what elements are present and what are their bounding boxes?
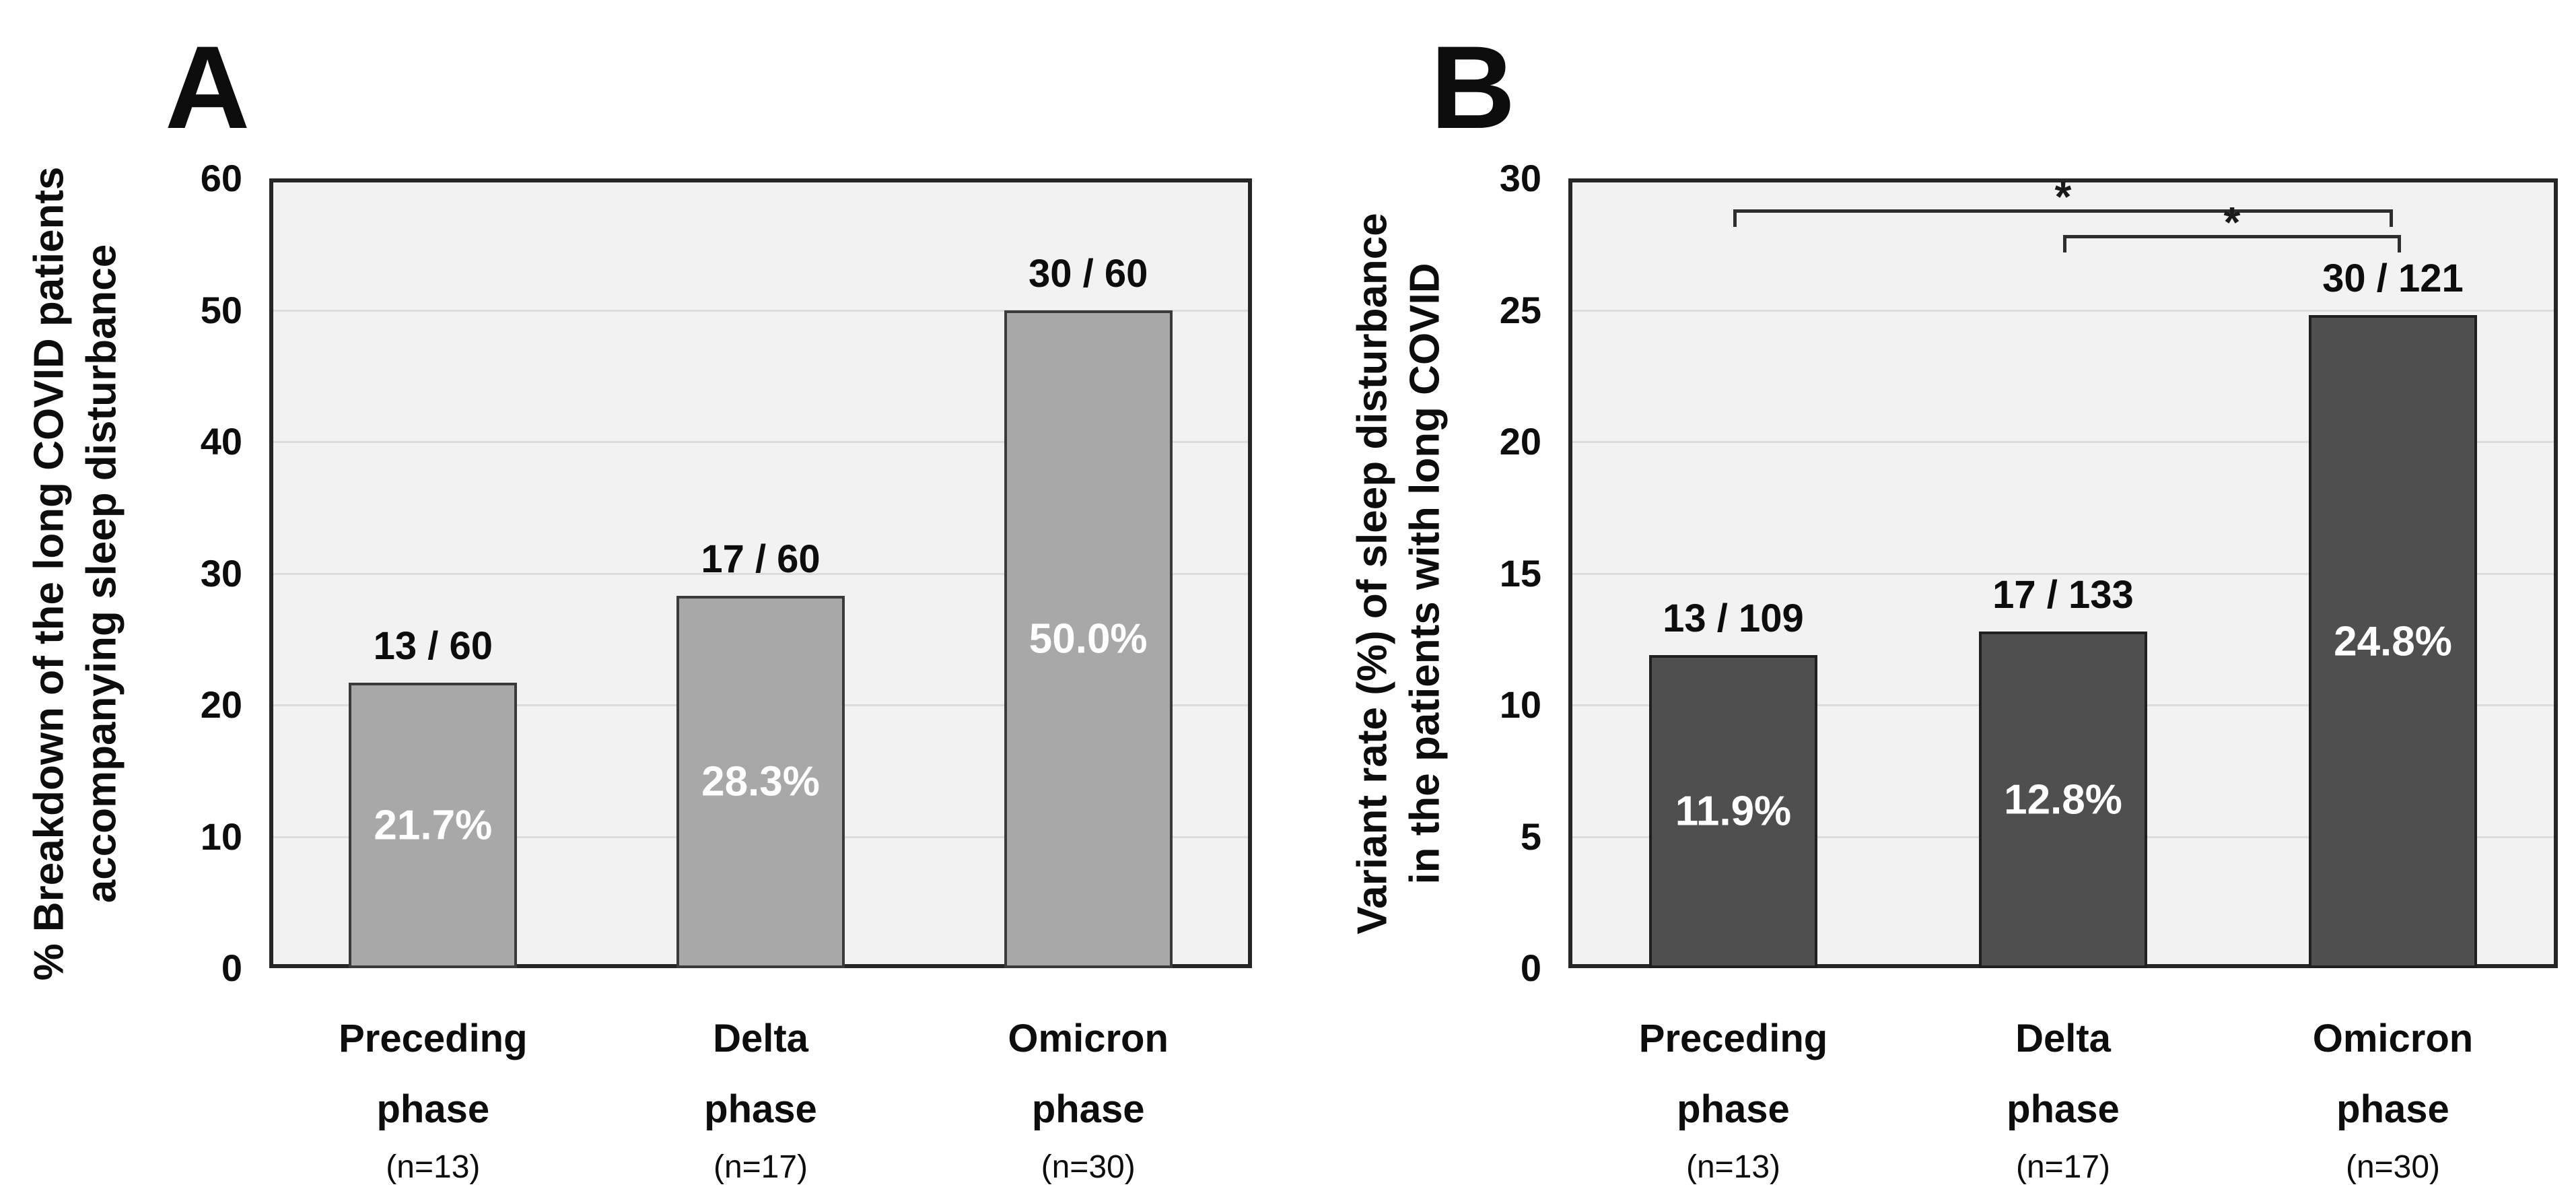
x-category-label: Preceding phase <box>278 1003 588 1145</box>
bar-percent-label: 28.3% <box>701 758 820 805</box>
y-tick-label-0: 0 <box>1520 947 1541 989</box>
x-category-label: Omicron phase <box>2238 1003 2548 1145</box>
x-category-label-line: phase <box>2007 1087 2120 1131</box>
y-tick-label-5: 5 <box>1520 815 1541 858</box>
x-category-label-line: phase <box>704 1087 817 1131</box>
bar-preceding-phase: 21.7% <box>349 682 518 968</box>
panel-label-b: B <box>1430 22 1517 154</box>
gridline-y-30 <box>273 572 1248 575</box>
bar-percent-label: 11.9% <box>1675 788 1792 835</box>
gridline-y-20 <box>1572 441 2554 443</box>
x-category-label-line: Omicron <box>2312 1017 2474 1060</box>
panel-label-a: A <box>165 22 252 154</box>
bar-preceding-phase: 11.9% <box>1649 654 1817 968</box>
y-tick-label-10: 10 <box>1499 683 1541 726</box>
significance-bracket-1 <box>1733 209 2393 227</box>
y-tick-label-15: 15 <box>1499 551 1541 594</box>
sample-size-label: (n=13) <box>386 1149 481 1185</box>
significance-asterisk-2: * <box>2223 198 2241 246</box>
bar-percent-label: 12.8% <box>2004 776 2122 823</box>
x-category-label: Delta phase <box>606 1003 915 1145</box>
x-category-label-line: phase <box>1677 1087 1790 1131</box>
significance-asterisk-1: * <box>2054 172 2072 221</box>
bar-omicron-phase: 24.8% <box>2309 315 2477 968</box>
bar-delta-phase: 12.8% <box>1979 631 2147 968</box>
bar-count-label: 17 / 60 <box>701 537 821 581</box>
sample-size-label: (n=30) <box>1041 1149 1136 1185</box>
bar-omicron-phase: 50.0% <box>1004 310 1173 968</box>
x-category-label-line: phase <box>2336 1087 2449 1131</box>
x-category-label-line: Preceding <box>1638 1017 1828 1060</box>
y-tick-label-60: 60 <box>200 157 242 199</box>
bar-percent-label: 21.7% <box>374 802 493 849</box>
y-tick-label-40: 40 <box>200 420 242 463</box>
y-tick-label-30: 30 <box>200 551 242 594</box>
y-axis-title: % Breakdown of the long COVID patients ac… <box>24 166 128 980</box>
y-tick-label-20: 20 <box>200 683 242 726</box>
bar-count-label: 30 / 121 <box>2322 257 2464 301</box>
y-axis-title-line: Variant rate (%) of sleep disturbance <box>1349 212 1396 934</box>
gridline-y-50 <box>273 309 1248 312</box>
bar-count-label: 30 / 60 <box>1028 251 1148 296</box>
bar-percent-label: 24.8% <box>2334 618 2452 665</box>
x-category-label-line: Delta <box>2015 1017 2111 1060</box>
y-tick-label-30: 30 <box>1499 157 1541 199</box>
x-category-label-line: phase <box>376 1087 490 1131</box>
x-category-label: Delta phase <box>1908 1003 2218 1145</box>
y-axis-title-line: % Breakdown of the long COVID patients <box>26 166 73 981</box>
y-tick-label-25: 25 <box>1499 288 1541 331</box>
bar-delta-phase: 28.3% <box>676 595 845 968</box>
y-axis-title-line: accompanying sleep disturbance <box>78 244 125 903</box>
y-tick-label-20: 20 <box>1499 420 1541 463</box>
sample-size-label: (n=17) <box>713 1149 808 1185</box>
sample-size-label: (n=30) <box>2345 1149 2441 1185</box>
gridline-y-25 <box>1572 309 2554 312</box>
bar-percent-label: 50.0% <box>1029 615 1148 662</box>
y-tick-label-0: 0 <box>221 947 242 989</box>
x-category-label-line: phase <box>1031 1087 1145 1131</box>
bar-count-label: 13 / 109 <box>1663 596 1804 640</box>
x-category-label-line: Preceding <box>339 1017 528 1060</box>
significance-bracket-2 <box>2063 235 2401 252</box>
sample-size-label: (n=17) <box>2015 1149 2111 1185</box>
sample-size-label: (n=13) <box>1685 1149 1781 1185</box>
y-tick-label-10: 10 <box>200 815 242 858</box>
gridline-y-40 <box>273 441 1248 443</box>
bar-count-label: 13 / 60 <box>373 623 493 668</box>
x-category-label-line: Omicron <box>1008 1017 1169 1060</box>
gridline-y-15 <box>1572 572 2554 575</box>
x-category-label: Preceding phase <box>1578 1003 1888 1145</box>
y-tick-label-50: 50 <box>200 288 242 331</box>
x-category-label-line: Delta <box>713 1017 808 1060</box>
x-category-label: Omicron phase <box>934 1003 1243 1145</box>
bar-count-label: 17 / 133 <box>1992 572 2134 617</box>
